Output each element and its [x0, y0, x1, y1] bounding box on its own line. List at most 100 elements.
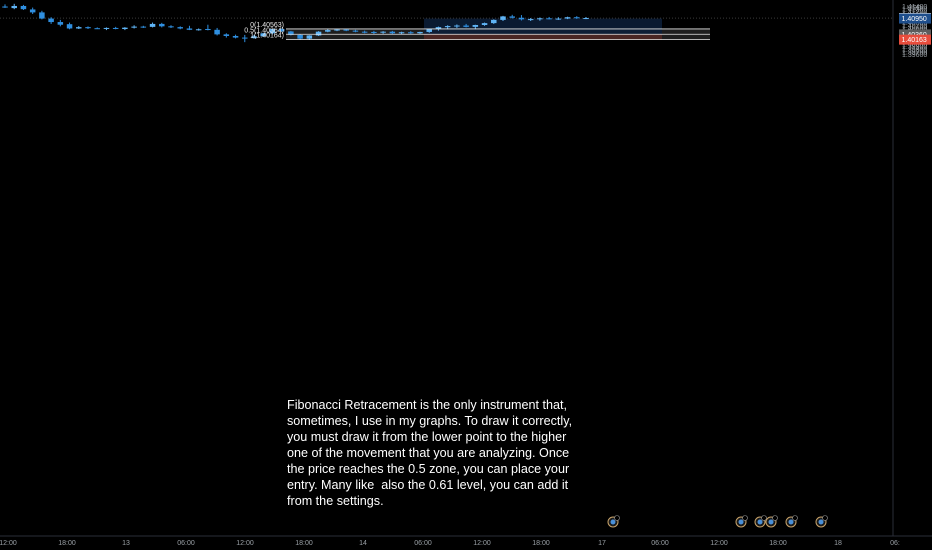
candle-body [537, 18, 543, 20]
price-badge-label: 1.40163 [902, 37, 927, 44]
event-icon-dot [818, 519, 824, 525]
time-tick-label: 12:00 [710, 540, 728, 547]
candle-body [417, 31, 423, 34]
event-icon-dot [757, 519, 763, 525]
candle-body [140, 26, 147, 28]
candle-body [343, 29, 349, 31]
candle-body [57, 22, 64, 25]
candle-body [481, 23, 488, 25]
event-icon-dot [610, 519, 616, 525]
candle [481, 22, 488, 26]
event-icon [765, 515, 778, 528]
candle [352, 29, 359, 33]
candle-body [76, 27, 82, 29]
time-tick-label: 06: [890, 540, 900, 547]
price-tick-label: 1.41400 [902, 4, 927, 11]
candle [66, 22, 73, 30]
candle-body [260, 33, 266, 37]
candle-body [527, 19, 534, 21]
candle-body [122, 27, 128, 30]
candle-body [177, 27, 183, 29]
candle-body [103, 27, 110, 29]
price-badge-bg [899, 13, 931, 24]
price-tick-label: 1.39600 [902, 52, 927, 59]
candle-body [297, 34, 303, 39]
candle [177, 26, 183, 30]
candle-body [426, 29, 432, 32]
candle [537, 17, 543, 21]
candle-body [325, 30, 331, 32]
candle [564, 16, 571, 20]
candle-body [555, 18, 562, 20]
candle [463, 23, 469, 28]
candle [288, 30, 294, 36]
candle-body [11, 5, 17, 9]
candle [94, 27, 100, 30]
candle [159, 22, 165, 28]
candle-body [574, 17, 580, 19]
candle-body [472, 24, 479, 27]
candle-body [48, 18, 54, 23]
time-tick-label: 18 [834, 540, 842, 547]
candle [205, 24, 211, 31]
currency-label: USD [907, 5, 922, 12]
time-tick-label: 18:00 [58, 540, 76, 547]
candle [251, 34, 257, 39]
candle [195, 28, 202, 31]
candle [491, 19, 497, 24]
candle-body [242, 37, 248, 39]
fib-level-label: 1(1.40164) [250, 33, 284, 40]
candle [269, 28, 276, 35]
candle [325, 29, 331, 33]
candle [112, 26, 119, 30]
candle-body [435, 27, 442, 30]
candle-body [131, 26, 137, 28]
candle-body [112, 27, 119, 29]
candle [103, 27, 110, 31]
candle-body [168, 26, 174, 28]
candle [278, 28, 285, 32]
time-tick-label: 14 [359, 540, 367, 547]
candle [76, 26, 82, 30]
candle [371, 30, 377, 35]
candle-body [66, 24, 73, 29]
candle [343, 29, 349, 32]
candle [20, 4, 27, 10]
explanation-note: Fibonacci Retracement is the only instru… [287, 398, 576, 508]
event-icon-dot [788, 519, 794, 525]
candle-body [278, 29, 285, 32]
candle-body [223, 34, 230, 36]
candle [242, 34, 248, 43]
candle [555, 17, 562, 20]
time-tick-label: 12:00 [0, 540, 17, 547]
candle-body [352, 30, 359, 32]
event-icon-dot [738, 519, 744, 525]
candle [389, 30, 396, 35]
candle-body [149, 23, 156, 27]
price-tick-label: 1.40600 [902, 25, 927, 32]
candle-body [380, 31, 386, 33]
candle-body [361, 31, 368, 33]
event-icon [785, 515, 798, 528]
event-icon [815, 515, 828, 528]
price-tick-label: 1.39800 [902, 47, 927, 54]
candle [131, 25, 137, 29]
candle [260, 32, 266, 38]
fib-level-label: 0(1.40563) [250, 22, 284, 29]
candle-body [232, 35, 239, 38]
candle-body [186, 28, 193, 30]
candle-body [564, 17, 571, 19]
candle-body [205, 29, 211, 31]
candle-body [334, 29, 340, 31]
price-tick-label: 1.40700 [902, 23, 927, 30]
candle [48, 17, 54, 24]
price-tick-label: 1.40800 [902, 20, 927, 27]
time-tick-label: 06:00 [414, 540, 432, 547]
candle-body [315, 31, 322, 36]
candle-body [546, 18, 552, 20]
price-badge: 1.40163 [899, 34, 931, 45]
time-tick-label: 06:00 [177, 540, 195, 547]
candle-body [85, 27, 91, 29]
